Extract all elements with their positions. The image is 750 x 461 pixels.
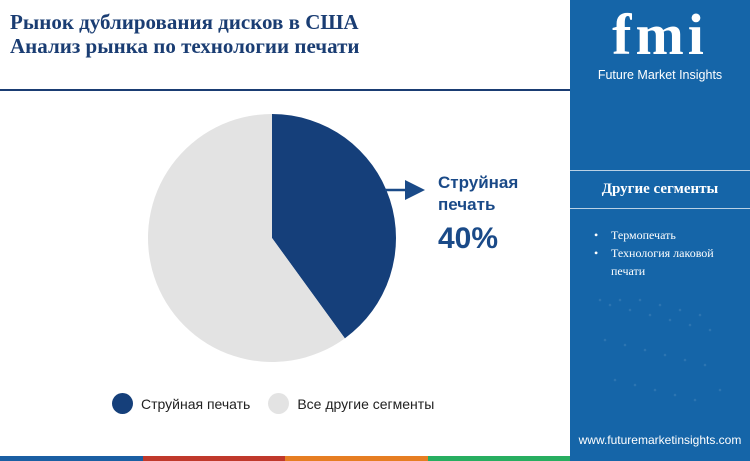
legend-item-other: Все другие сегменты: [268, 393, 434, 414]
legend-swatch-inkjet: [112, 393, 133, 414]
chart-title: Рынок дублирования дисков в США Анализ р…: [10, 10, 560, 58]
chart-panel: Рынок дублирования дисков в США Анализ р…: [0, 10, 570, 461]
fmi-logo-mark: fmi: [612, 6, 708, 64]
segments-top-divider: [570, 170, 750, 171]
bullet-icon: •: [594, 246, 599, 260]
chart-title-line2: Анализ рынка по технологии печати: [10, 34, 360, 58]
legend-item-inkjet: Струйная печать: [112, 393, 250, 414]
callout-value: 40%: [438, 222, 499, 255]
bottom-bar-segment-4: [427, 456, 570, 461]
legend-label-inkjet: Струйная печать: [141, 395, 251, 412]
segment-label: Технология лаковой печати: [611, 246, 714, 278]
pie-slice-other: [148, 114, 345, 362]
bottom-bar-segment-1: [0, 456, 143, 461]
title-divider: [0, 89, 570, 91]
fmi-logo: fmi Future Market Insights: [570, 6, 750, 83]
segment-item: • Термопечать: [592, 226, 742, 244]
bottom-bar-segment-3: [285, 456, 428, 461]
website-url[interactable]: www.futuremarketinsights.com: [578, 433, 742, 447]
bottom-color-bar: [0, 456, 570, 461]
callout-label-line2: печать: [438, 195, 496, 214]
pie-slice-inkjet: [272, 114, 397, 339]
world-map-pattern: [598, 298, 722, 402]
pie-callout: Струйная печать 40%: [438, 172, 568, 256]
bottom-bar-segment-2: [142, 456, 285, 461]
segments-title: Другие сегменты: [601, 181, 719, 197]
chart-legend: Струйная печать Все другие сегменты: [112, 393, 452, 414]
callout-label: Струйная печать: [438, 172, 568, 216]
bullet-icon: •: [594, 228, 599, 242]
pie-chart: [148, 114, 425, 362]
legend-swatch-other: [268, 393, 290, 414]
legend-label-other: Все другие сегменты: [297, 395, 435, 412]
fmi-logo-text: Future Market Insights: [597, 68, 723, 82]
segment-item: • Технология лаковой печати: [592, 244, 742, 280]
callout-label-line1: Струйная: [438, 173, 519, 192]
fmi-logo-letters: fmi: [612, 2, 708, 67]
segment-label: Термопечать: [611, 228, 676, 242]
sidebar: fmi Future Market Insights Другие сегмен…: [570, 0, 750, 461]
segments-list: • Термопечать • Технология лаковой печат…: [592, 226, 742, 280]
segments-bottom-divider: [570, 208, 750, 209]
chart-title-line1: Рынок дублирования дисков в США: [10, 10, 359, 34]
